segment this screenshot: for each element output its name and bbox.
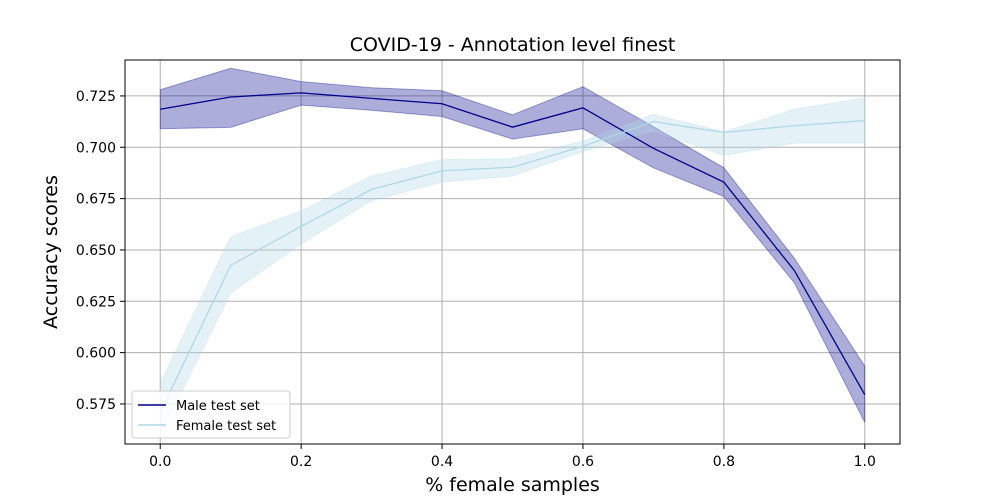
legend-box bbox=[131, 390, 291, 439]
y-tick-label: 0.575 bbox=[76, 397, 116, 413]
y-tick-label: 0.650 bbox=[76, 243, 116, 259]
y-tick-label: 0.625 bbox=[76, 294, 116, 310]
y-tick-label: 0.700 bbox=[76, 140, 116, 156]
y-tick-label: 0.725 bbox=[76, 89, 116, 105]
x-axis-ticks: 0.0 0.2 0.4 0.6 0.8 1.0 bbox=[149, 444, 876, 470]
x-tick-label: 0.8 bbox=[713, 454, 735, 470]
y-axis-label: Accuracy scores bbox=[40, 175, 62, 329]
chart-title: COVID-19 - Annotation level finest bbox=[350, 34, 676, 56]
line-male bbox=[160, 92, 866, 396]
band-male bbox=[159, 67, 866, 423]
y-tick-label: 0.600 bbox=[76, 346, 116, 362]
x-axis-label: % female samples bbox=[425, 474, 600, 496]
plot-frame bbox=[124, 59, 901, 445]
x-tick-label: 0.0 bbox=[149, 454, 171, 470]
band-female bbox=[159, 97, 866, 435]
legend: Male test set Female test set bbox=[131, 390, 291, 439]
series-lines bbox=[159, 92, 866, 413]
y-axis-ticks: 0.575 0.600 0.625 0.650 0.675 0.700 0.725 bbox=[76, 89, 125, 413]
x-tick-label: 0.4 bbox=[431, 454, 453, 470]
legend-label-male: Male test set bbox=[176, 399, 260, 414]
grid bbox=[125, 60, 900, 444]
line-female bbox=[159, 119, 865, 413]
legend-label-female: Female test set bbox=[176, 419, 276, 434]
x-tick-label: 1.0 bbox=[854, 454, 876, 470]
x-tick-label: 0.6 bbox=[572, 454, 594, 470]
y-tick-label: 0.675 bbox=[76, 192, 116, 208]
x-tick-label: 0.2 bbox=[290, 454, 312, 470]
confidence-bands bbox=[159, 67, 866, 435]
